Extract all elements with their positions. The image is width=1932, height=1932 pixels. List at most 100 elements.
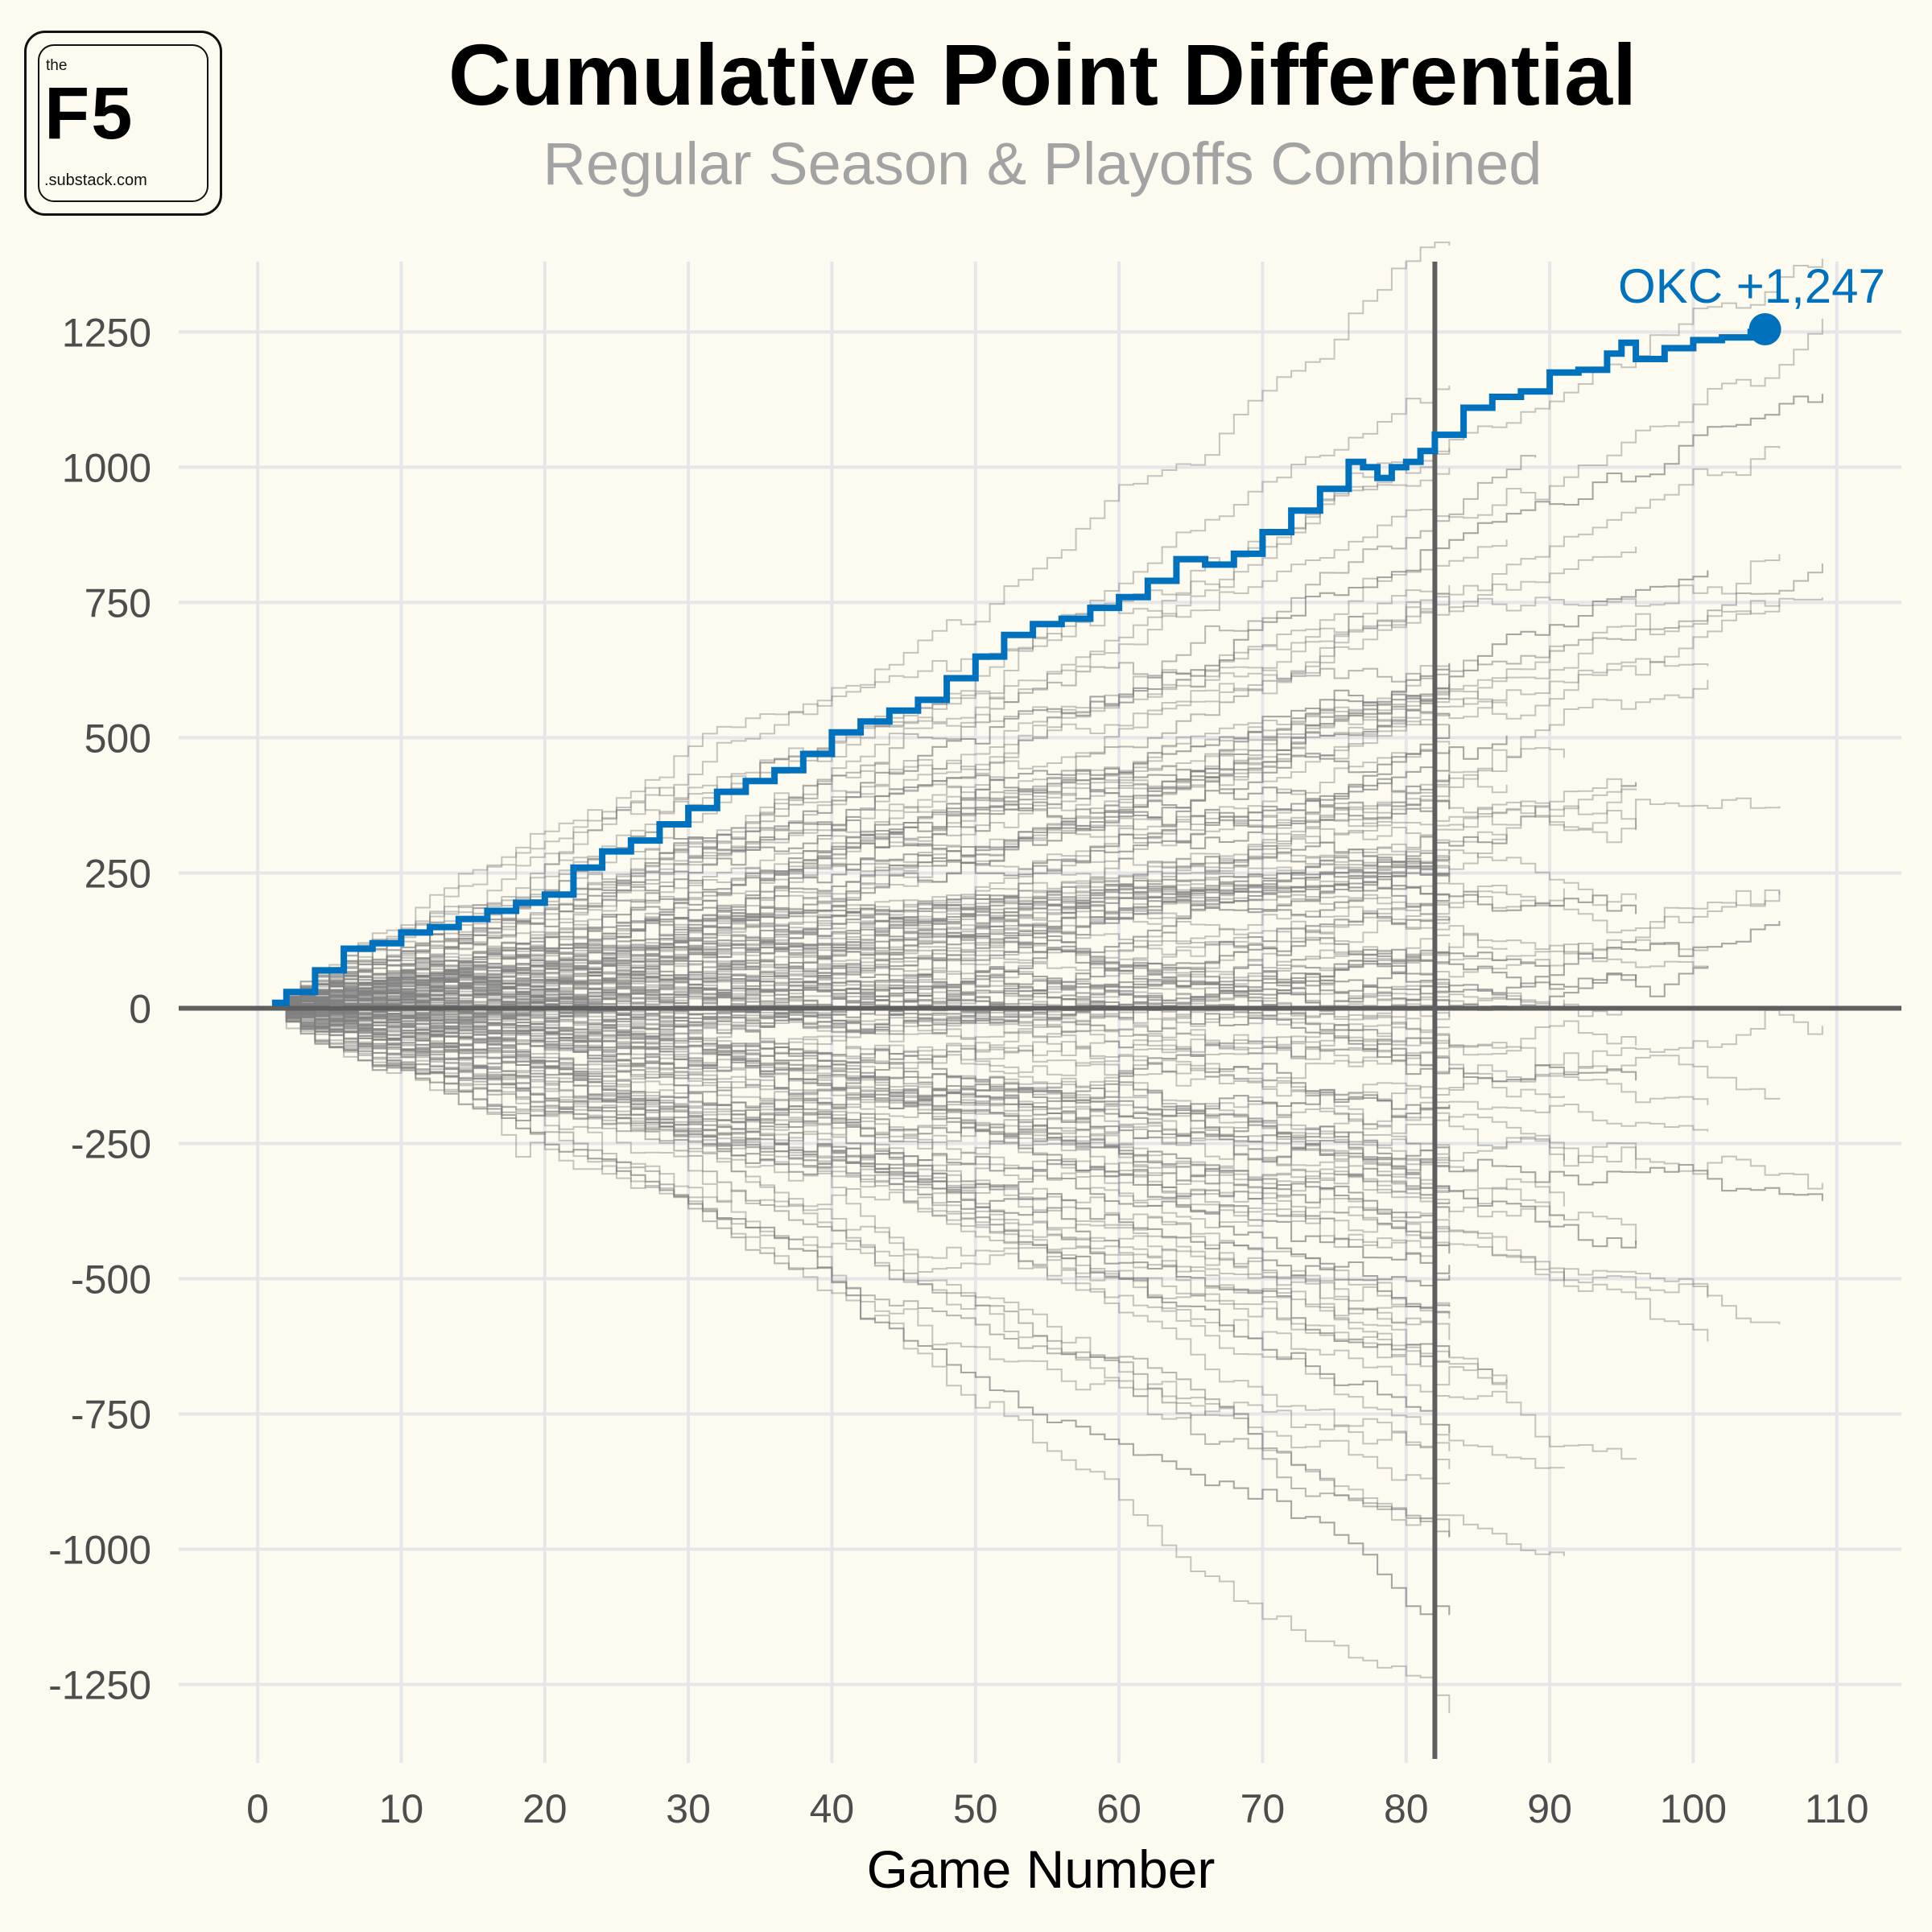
team-series-line (271, 689, 1451, 1009)
team-series-line (271, 986, 1565, 1161)
team-series-line (271, 1006, 1565, 1207)
team-series-line (271, 720, 1451, 1011)
team-series-line (271, 876, 1637, 1018)
y-tick-label: 1250 (62, 310, 151, 355)
team-series-line (271, 867, 1565, 1009)
team-series-line (271, 876, 1637, 1018)
team-series-line (271, 953, 1451, 1010)
team-series-line (271, 446, 1781, 1009)
team-series-line (271, 1005, 1451, 1616)
team-series-line (271, 1006, 1451, 1310)
team-series-line (271, 992, 1451, 1066)
team-series-line (271, 1007, 1451, 1309)
team-series-line (271, 683, 1451, 1009)
team-series-line (271, 953, 1451, 1010)
team-series-line (271, 910, 1451, 1009)
team-series-line (271, 913, 1451, 1023)
team-series-line (271, 1007, 1637, 1460)
team-series-line (271, 890, 1781, 1033)
team-series-line (271, 563, 1823, 1010)
logo-the-text: the (46, 57, 68, 74)
y-tick-label: -500 (71, 1257, 151, 1302)
team-series-line (271, 778, 1637, 1009)
team-series-line (271, 852, 1451, 1009)
logo-f5-text: F5 (44, 72, 134, 155)
y-tick-label: -1000 (48, 1528, 151, 1573)
team-series-line (271, 455, 1537, 1009)
team-series-line (271, 998, 1451, 1167)
team-series-line (271, 968, 1637, 1083)
team-series-line (271, 849, 1637, 1015)
team-series-line (271, 984, 1709, 1105)
team-series-line (271, 1007, 1451, 1538)
team-series-line (271, 835, 1508, 1009)
team-series-line (271, 981, 1637, 1056)
team-series-line (271, 865, 1451, 1033)
team-series-line (271, 735, 1508, 1009)
team-series-line (271, 885, 1508, 1013)
team-series-line (271, 855, 1451, 1009)
x-tick-label: 10 (379, 1786, 424, 1831)
logo-inner-border (38, 44, 208, 202)
team-series-line (271, 1004, 1451, 1469)
grid-lines (179, 262, 1901, 1763)
team-series-line (271, 997, 1451, 1451)
team-series-line (271, 592, 1451, 1012)
team-series-line (271, 1007, 1823, 1201)
team-series-line (271, 539, 1508, 1009)
team-series-line (271, 953, 1451, 1013)
team-series-line (271, 1002, 1451, 1194)
team-series-line (271, 1005, 1451, 1219)
team-series-line (271, 1007, 1451, 1340)
x-tick-label: 80 (1384, 1786, 1429, 1831)
team-series-line (271, 992, 1451, 1066)
team-series-line (271, 664, 1451, 1009)
y-tick-label: -750 (71, 1393, 151, 1438)
team-series-line (271, 1007, 1565, 1220)
team-series-line (271, 991, 1451, 1058)
team-series-line (271, 683, 1451, 1009)
team-series-line (271, 857, 1451, 1030)
team-series-line (271, 448, 1451, 1009)
team-series-line (271, 1007, 1781, 1325)
team-series-line (271, 1007, 1823, 1201)
team-series-line (271, 570, 1709, 1009)
team-series-line (271, 861, 1451, 1009)
team-series-line (271, 394, 1823, 1009)
team-series-line (271, 782, 1637, 1009)
team-series-line (271, 1007, 1637, 1249)
team-series-line (271, 663, 1451, 1011)
x-tick-label: 100 (1660, 1786, 1727, 1831)
team-series-line (271, 948, 1637, 1031)
team-series-line (271, 993, 1709, 1132)
y-tick-label: 500 (85, 716, 151, 761)
team-series-line (271, 258, 1823, 1009)
team-series-line (271, 1005, 1451, 1286)
team-series-line (271, 1007, 1451, 1118)
axis-ticks: 0 10 20 30 40 50 60 70 80 90 100 110 -1250 -1000 -750 -… (48, 310, 1869, 1831)
team-series-line (271, 951, 1565, 1051)
team-series-line (271, 1007, 1451, 1199)
team-series-line (271, 996, 1451, 1357)
team-series-line (271, 1005, 1451, 1616)
team-series-line (271, 966, 1709, 1037)
team-series-line (271, 865, 1451, 1033)
team-series-line (271, 835, 1508, 1009)
team-series-line (271, 1003, 1451, 1315)
team-series-line (271, 996, 1451, 1324)
chart-title: Cumulative Point Differential (448, 26, 1637, 123)
team-series-line (271, 679, 1709, 1022)
team-series-line (271, 880, 1781, 1035)
team-series-line (271, 1007, 1508, 1389)
x-tick-label: 50 (953, 1786, 998, 1831)
team-series-line (271, 774, 1508, 1018)
okc-series: OKC +1,247 (271, 259, 1885, 1006)
team-series-line (271, 1007, 1451, 1309)
team-series-line (271, 881, 1451, 1023)
team-series-line (271, 1007, 1451, 1274)
team-series-line (271, 1007, 1451, 1149)
team-series-line (271, 997, 1781, 1117)
team-series-line (271, 1007, 1451, 1257)
team-series-line (271, 960, 1451, 1024)
